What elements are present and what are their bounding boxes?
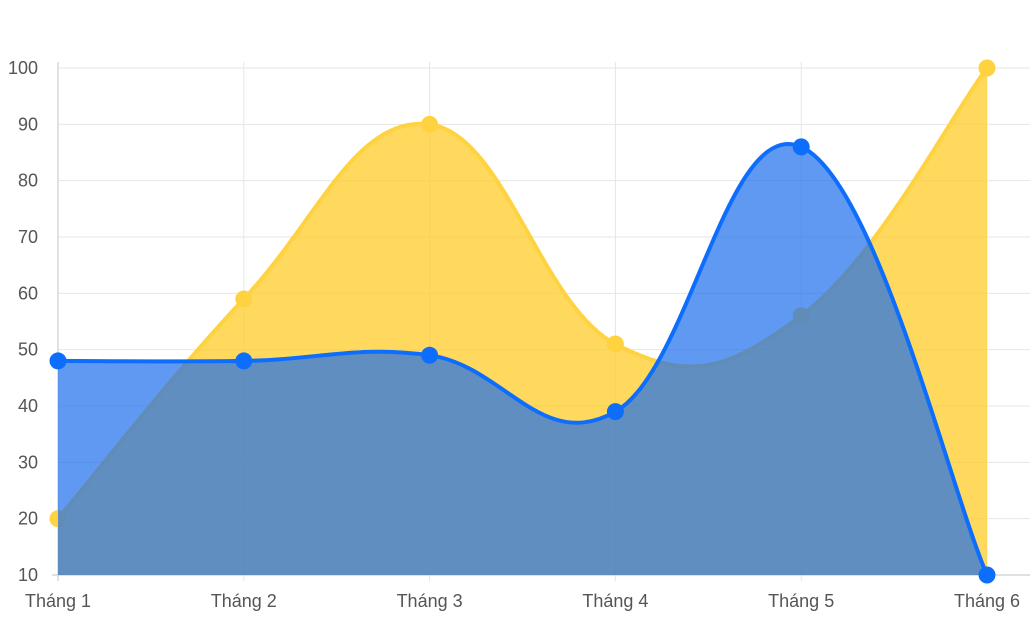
x-tick-label: Tháng 2 [211, 591, 277, 611]
series-2-point[interactable] [792, 138, 810, 156]
series-1-point[interactable] [978, 59, 996, 77]
series-1-point[interactable] [235, 290, 253, 308]
y-tick-label: 100 [8, 58, 38, 78]
y-tick-label: 70 [18, 227, 38, 247]
series-2-point[interactable] [606, 403, 624, 421]
series-2-point[interactable] [235, 352, 253, 370]
series-2 [49, 138, 996, 584]
y-tick-label: 20 [18, 509, 38, 529]
series-2-point[interactable] [421, 346, 439, 364]
series-2-area [58, 143, 987, 575]
y-tick-label: 40 [18, 396, 38, 416]
series-2-point[interactable] [978, 566, 996, 584]
x-tick-label: Tháng 5 [768, 591, 834, 611]
series-2-point[interactable] [49, 352, 67, 370]
y-tick-label: 10 [18, 565, 38, 585]
y-tick-label: 30 [18, 452, 38, 472]
x-tick-label: Tháng 3 [397, 591, 463, 611]
series-1-point[interactable] [606, 335, 624, 353]
y-tick-label: 80 [18, 171, 38, 191]
x-tick-label: Tháng 4 [582, 591, 648, 611]
y-tick-label: 60 [18, 283, 38, 303]
y-tick-label: 90 [18, 114, 38, 134]
series-1-point[interactable] [421, 115, 439, 133]
y-tick-label: 50 [18, 340, 38, 360]
x-tick-label: Tháng 1 [25, 591, 91, 611]
x-tick-label: Tháng 6 [954, 591, 1020, 611]
